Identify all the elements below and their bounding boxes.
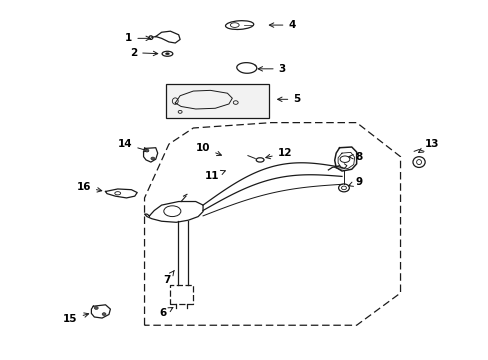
Text: 6: 6: [159, 307, 173, 318]
Ellipse shape: [151, 157, 155, 160]
Text: 7: 7: [163, 270, 174, 285]
Text: 10: 10: [196, 143, 221, 156]
Text: 2: 2: [130, 48, 158, 58]
Text: 4: 4: [269, 20, 295, 30]
Text: 3: 3: [258, 64, 285, 74]
Text: 1: 1: [125, 33, 150, 43]
Ellipse shape: [102, 313, 106, 316]
Text: 11: 11: [204, 170, 225, 181]
Text: 9: 9: [348, 177, 362, 187]
Text: 15: 15: [63, 313, 88, 324]
Text: 13: 13: [418, 139, 439, 153]
Text: 8: 8: [348, 152, 362, 162]
Ellipse shape: [145, 149, 149, 152]
Ellipse shape: [165, 53, 169, 55]
Bar: [166, 84, 268, 118]
Text: 16: 16: [76, 182, 102, 192]
Text: 14: 14: [118, 139, 148, 152]
Text: 5: 5: [277, 94, 300, 104]
Ellipse shape: [94, 307, 98, 310]
Text: 12: 12: [265, 148, 291, 159]
